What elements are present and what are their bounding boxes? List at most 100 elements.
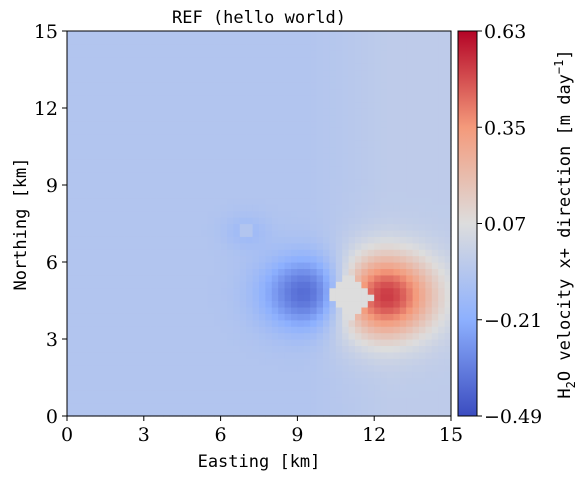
heatmap-cell (361, 114, 369, 122)
heatmap-cell (406, 146, 414, 154)
y-tick-label: 3 (46, 329, 58, 351)
heatmap-cell (239, 300, 247, 308)
heatmap-cell (393, 236, 401, 244)
heatmap-cell (342, 351, 350, 359)
heatmap-cell (406, 56, 414, 64)
heatmap-cell (361, 146, 369, 154)
heatmap-cell (431, 217, 439, 225)
heatmap-cell (182, 383, 190, 391)
heatmap-cell (438, 172, 446, 180)
heatmap-cell (99, 217, 106, 225)
heatmap-cell (233, 332, 241, 340)
heatmap-cell (310, 101, 318, 109)
heatmap-cell (150, 390, 158, 398)
heatmap-cell (387, 95, 394, 103)
heatmap-cell (348, 43, 356, 51)
heatmap-cell (182, 364, 190, 372)
heatmap-cell (393, 300, 401, 308)
heatmap-cell (227, 306, 234, 314)
heatmap-cell (412, 197, 420, 205)
heatmap-cell (92, 313, 100, 321)
heatmap-cell (150, 56, 158, 64)
heatmap-cell (348, 281, 356, 289)
heatmap-cell (73, 140, 81, 148)
heatmap-cell (195, 101, 202, 109)
heatmap-cell (259, 332, 266, 340)
heatmap-cell (67, 300, 74, 308)
heatmap-cell (367, 332, 375, 340)
heatmap-cell (303, 31, 311, 39)
heatmap-cell (156, 229, 164, 237)
heatmap-cell (393, 133, 401, 141)
heatmap-cell (425, 152, 433, 160)
heatmap-cell (367, 390, 375, 398)
heatmap-cell (367, 281, 375, 289)
heatmap-cell (297, 358, 305, 366)
heatmap-cell (316, 50, 324, 58)
heatmap-cell (431, 43, 439, 51)
heatmap-cell (214, 339, 222, 347)
heatmap-cell (227, 127, 234, 135)
heatmap-cell (406, 236, 414, 244)
heatmap-cell (361, 75, 369, 83)
heatmap-cell (335, 262, 343, 270)
heatmap-cell (214, 377, 222, 385)
heatmap-cell (67, 358, 74, 366)
heatmap-cell (156, 210, 164, 218)
heatmap-cell (444, 313, 452, 321)
heatmap-cell (118, 300, 126, 308)
heatmap-cell (342, 229, 350, 237)
heatmap-cell (425, 95, 433, 103)
heatmap-cell (348, 409, 356, 417)
heatmap-cell (425, 185, 433, 193)
heatmap-cell (188, 371, 196, 379)
heatmap-cell (111, 332, 119, 340)
heatmap-cell (342, 50, 350, 58)
heatmap-cell (118, 63, 126, 71)
heatmap-cell (156, 37, 164, 45)
heatmap-cell (291, 242, 298, 250)
heatmap-cell (150, 204, 158, 212)
heatmap-cell (67, 127, 74, 135)
heatmap-cell (201, 43, 209, 51)
heatmap-cell (67, 56, 74, 64)
heatmap-cell (412, 332, 420, 340)
heatmap-cell (342, 133, 350, 141)
heatmap-cell (73, 95, 81, 103)
heatmap-cell (329, 50, 337, 58)
heatmap-cell (438, 108, 446, 116)
heatmap-cell (79, 383, 87, 391)
heatmap-cell (137, 172, 145, 180)
heatmap-cell (348, 95, 356, 103)
heatmap-cell (188, 268, 196, 276)
heatmap-cell (329, 300, 337, 308)
heatmap-cell (86, 152, 94, 160)
heatmap-cell (278, 396, 286, 404)
heatmap-cell (195, 56, 202, 64)
heatmap-cell (291, 165, 298, 173)
heatmap-cell (214, 159, 222, 167)
heatmap-cell (150, 242, 158, 250)
heatmap-cell (67, 242, 74, 250)
heatmap-cell (137, 351, 145, 359)
heatmap-cell (67, 236, 74, 244)
heatmap-cell (137, 114, 145, 122)
heatmap-cell (316, 114, 324, 122)
heatmap-cell (297, 268, 305, 276)
heatmap-cell (284, 82, 292, 90)
heatmap-cell (239, 165, 247, 173)
heatmap-cell (316, 396, 324, 404)
heatmap-cell (131, 396, 138, 404)
heatmap-cell (118, 332, 126, 340)
heatmap-cell (233, 43, 241, 51)
heatmap-cell (182, 281, 190, 289)
heatmap-cell (195, 159, 202, 167)
heatmap-cell (316, 326, 324, 334)
heatmap-cell (188, 63, 196, 71)
heatmap-cell (431, 127, 439, 135)
heatmap-cell (412, 409, 420, 417)
heatmap-cell (438, 127, 446, 135)
heatmap-cell (431, 255, 439, 263)
heatmap-cell (265, 43, 273, 51)
heatmap-cell (156, 300, 164, 308)
